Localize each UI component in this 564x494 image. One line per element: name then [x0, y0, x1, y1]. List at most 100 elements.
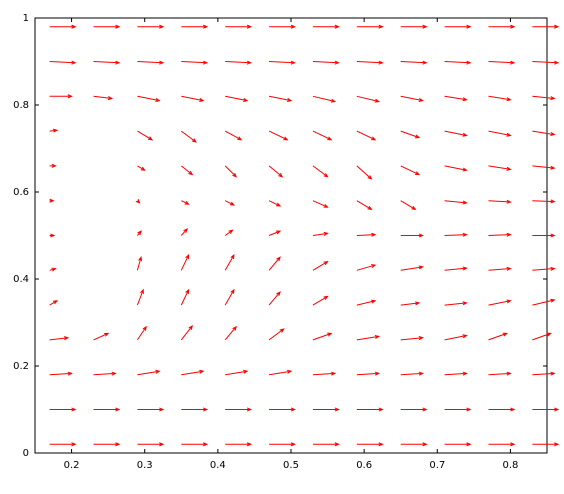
vector-arrow	[180, 130, 197, 143]
vector-arrow	[181, 369, 205, 376]
vector-arrow	[49, 407, 77, 412]
vector-arrow	[137, 130, 154, 141]
vector-arrow	[312, 231, 329, 236]
vector-arrow	[488, 266, 512, 271]
vector-arrow	[532, 233, 556, 238]
vector-arrow	[268, 165, 284, 178]
vector-arrow	[49, 442, 77, 447]
vector-arrow	[356, 407, 384, 412]
vector-arrow	[224, 288, 235, 306]
vector-arrow	[356, 130, 377, 141]
x-tick-label: 0.6	[356, 460, 372, 471]
vector-arrow	[93, 24, 121, 29]
vector-arrow	[181, 60, 209, 65]
vector-arrow	[532, 165, 556, 170]
vector-arrow	[224, 253, 235, 271]
vector-arrow	[180, 288, 190, 306]
vector-arrow	[49, 336, 70, 341]
vector-arrow	[312, 24, 340, 29]
vector-arrow	[444, 60, 472, 65]
vector-arrow	[400, 24, 428, 29]
vector-arrow	[181, 442, 209, 447]
vector-arrow	[135, 198, 141, 204]
vector-arrow	[180, 228, 188, 236]
vector-arrow	[356, 200, 373, 211]
vector-arrow	[93, 371, 117, 376]
vector-arrow	[181, 95, 205, 102]
vector-arrow	[532, 60, 560, 65]
vector-arrow	[312, 371, 337, 376]
vector-arrow	[49, 371, 73, 376]
vector-arrow	[225, 369, 249, 376]
vector-arrow	[488, 442, 516, 447]
vector-arrow	[400, 200, 417, 211]
vector-arrow	[269, 442, 296, 447]
vector-arrow	[488, 60, 516, 65]
vector-arrow	[225, 24, 253, 29]
vector-arrow	[180, 253, 190, 271]
vector-arrow	[136, 288, 144, 306]
vector-arrow	[137, 95, 161, 102]
vector-arrow	[93, 60, 121, 65]
vector-arrow	[400, 60, 428, 65]
vector-arrow	[532, 371, 556, 376]
vector-arrow	[488, 232, 512, 237]
vector-arrow	[356, 371, 381, 376]
vector-arrow	[137, 369, 161, 376]
vector-arrow	[444, 334, 468, 341]
vector-arrow	[180, 324, 194, 341]
vector-arrow	[488, 95, 512, 102]
vector-arrow	[532, 199, 556, 204]
vector-arrow	[312, 130, 333, 141]
vector-arrow	[93, 407, 121, 412]
vector-arrow	[532, 407, 560, 412]
vector-arrow	[356, 24, 384, 29]
vector-arrow	[444, 24, 472, 29]
vector-arrow	[444, 301, 468, 306]
vector-arrow	[49, 300, 59, 306]
vector-arrow	[400, 95, 424, 102]
vector-arrow	[269, 24, 296, 29]
vector-arrow	[400, 336, 424, 341]
vector-arrow	[49, 198, 55, 203]
x-tick-label: 0.2	[64, 460, 80, 471]
vector-arrow	[49, 233, 56, 238]
vector-arrow	[137, 442, 165, 447]
vector-arrow	[356, 264, 377, 271]
vector-arrow	[224, 200, 236, 206]
vector-arrow	[49, 94, 73, 99]
vector-arrow	[400, 265, 424, 271]
x-tick-label: 0.7	[429, 460, 445, 471]
vector-arrow	[400, 165, 421, 176]
vector-arrow	[312, 407, 340, 412]
y-tick-label: 0.4	[13, 274, 29, 285]
y-tick-label: 1	[23, 13, 29, 24]
vector-arrow	[268, 230, 282, 236]
vector-arrow	[488, 299, 512, 306]
y-tick-label: 0.8	[13, 100, 29, 111]
vector-arrow	[444, 371, 468, 376]
vector-arrow	[268, 369, 293, 376]
vector-arrow	[224, 165, 238, 178]
vector-arrow	[269, 60, 296, 65]
x-tick-label: 0.4	[210, 460, 226, 471]
vector-arrow	[225, 407, 253, 412]
vector-arrow	[136, 256, 143, 271]
vector-arrow	[312, 442, 340, 447]
vector-arrow	[268, 328, 285, 341]
vector-arrow	[532, 95, 556, 101]
vector-arrow	[49, 128, 59, 133]
y-tick-label: 0	[23, 448, 29, 459]
vector-arrow	[269, 407, 296, 412]
vector-arrow	[225, 60, 253, 65]
vector-arrow	[225, 442, 253, 447]
vector-arrow	[49, 60, 77, 65]
vector-arrow	[137, 407, 165, 412]
vector-arrow	[444, 266, 468, 271]
vector-arrow	[356, 232, 377, 237]
vector-arrow	[224, 130, 243, 141]
x-tick-label: 0.3	[137, 460, 153, 471]
vector-arrow	[312, 332, 333, 341]
vector-arrow	[444, 232, 468, 237]
vector-arrow	[444, 442, 472, 447]
